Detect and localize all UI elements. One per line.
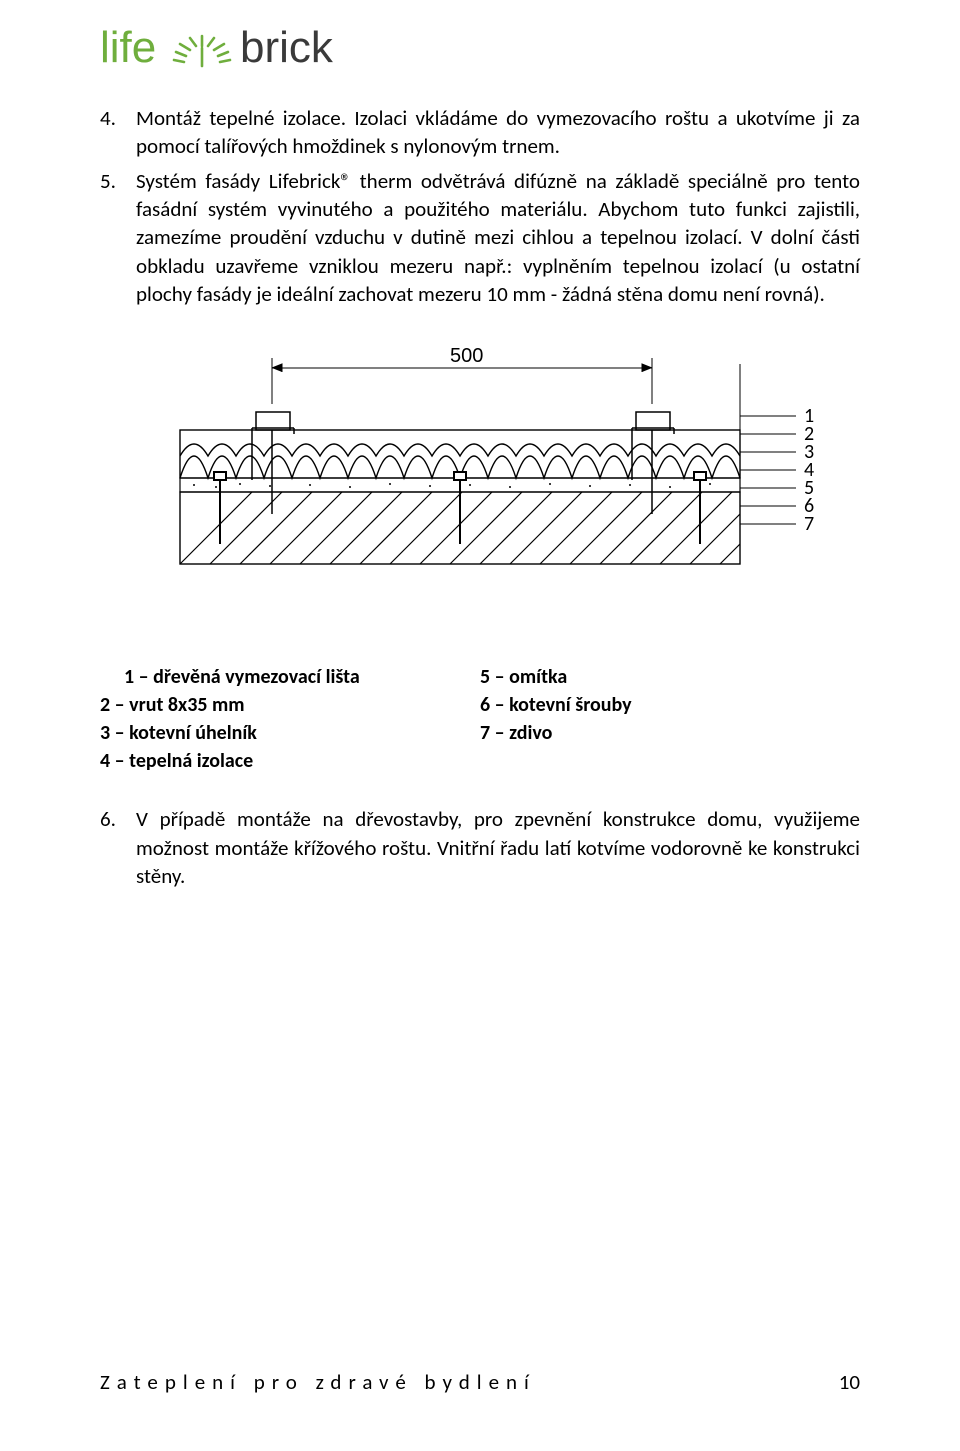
footer: Zateplení pro zdravé bydlení 10 bbox=[100, 1369, 860, 1395]
dimension-label: 500 bbox=[450, 345, 483, 367]
legend-item: 5 – omítka bbox=[480, 665, 860, 689]
legend-left: 1 – dřevěná vymezovací lišta 2 – vrut 8x… bbox=[100, 665, 480, 777]
section-diagram: 500 1 2 3 4 5 6 7 bbox=[160, 344, 860, 629]
leaf-icon bbox=[174, 36, 230, 66]
list-text: Montáž tepelné izolace. Izolaci vkládáme… bbox=[136, 104, 860, 161]
legend-right: 5 – omítka 6 – kotevní šrouby 7 – zdivo bbox=[480, 665, 860, 777]
list-num: 5. bbox=[100, 167, 136, 309]
footer-text: Zateplení pro zdravé bydlení bbox=[100, 1369, 536, 1395]
list-num: 6. bbox=[100, 805, 136, 890]
legend: 1 – dřevěná vymezovací lišta 2 – vrut 8x… bbox=[100, 665, 860, 777]
lifebrick-logo: life brick bbox=[100, 20, 356, 76]
layer-label: 7 bbox=[804, 512, 814, 536]
legend-item: 1 – dřevěná vymezovací lišta bbox=[100, 665, 480, 689]
page-number: 10 bbox=[839, 1369, 860, 1395]
legend-item: 7 – zdivo bbox=[480, 721, 860, 745]
list-item-6: 6. V případě montáže na dřevostavby, pro… bbox=[100, 805, 860, 890]
list-text: Systém fasády Lifebrick® therm odvětrává… bbox=[136, 167, 860, 309]
logo-life: life bbox=[100, 23, 156, 72]
list-item-4: 4. Montáž tepelné izolace. Izolaci vklád… bbox=[100, 104, 860, 161]
diagram-svg: 500 1 2 3 4 5 6 7 bbox=[160, 344, 860, 624]
logo: life brick bbox=[100, 20, 860, 76]
legend-item: 3 – kotevní úhelník bbox=[100, 721, 480, 745]
logo-brick: brick bbox=[240, 23, 334, 72]
list-text: V případě montáže na dřevostavby, pro zp… bbox=[136, 805, 860, 890]
list-item-5: 5. Systém fasády Lifebrick® therm odvětr… bbox=[100, 167, 860, 309]
legend-item: 4 – tepelná izolace bbox=[100, 749, 480, 773]
legend-item: 2 – vrut 8x35 mm bbox=[100, 693, 480, 717]
legend-item: 6 – kotevní šrouby bbox=[480, 693, 860, 717]
list-num: 4. bbox=[100, 104, 136, 161]
